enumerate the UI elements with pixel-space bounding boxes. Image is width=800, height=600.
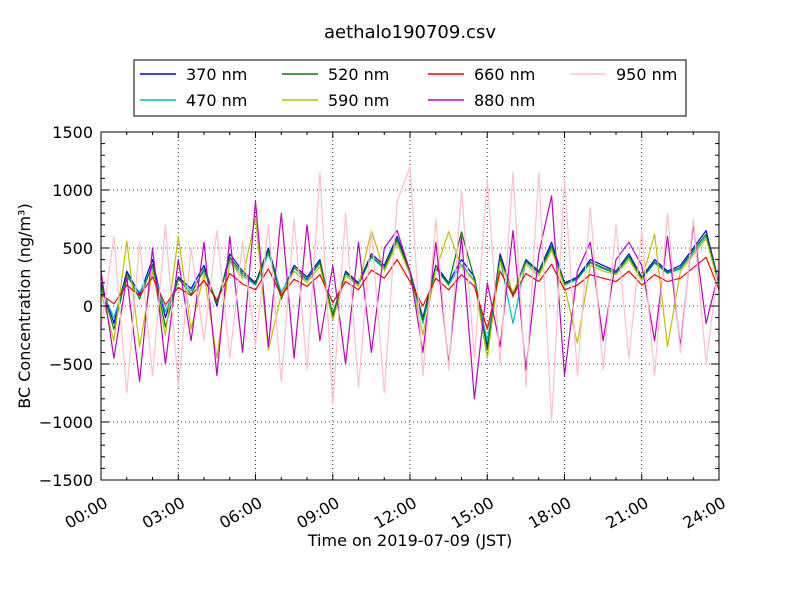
legend-label: 660 nm (474, 65, 535, 84)
x-tick-label: 03:00 (139, 493, 188, 533)
y-tick-label: 0 (83, 297, 93, 316)
x-tick-label: 06:00 (216, 493, 265, 533)
ticks (100, 131, 720, 481)
legend-label: 370 nm (186, 65, 247, 84)
x-tick-label: 18:00 (525, 493, 574, 533)
x-axis-label: Time on 2019-07-09 (JST) (307, 531, 512, 550)
x-tick-labels: 00:00 03:00 06:00 09:00 12:00 15:00 18:00 21:00… (62, 493, 729, 533)
x-tick-label: 21:00 (602, 493, 651, 533)
legend: 370 nm 470 nm 520 nm 590 nm 660 nm 880 nm 950 … (133, 59, 687, 117)
legend-box (133, 59, 687, 117)
x-tick-label: 15:00 (448, 493, 497, 533)
legend-label: 880 nm (474, 91, 535, 110)
x-tick-label: 09:00 (293, 493, 342, 533)
x-tick-label: 00:00 (62, 493, 111, 533)
grid (101, 132, 719, 480)
y-tick-label: −500 (49, 355, 93, 374)
y-tick-label: 1000 (52, 181, 93, 200)
legend-label: 590 nm (328, 91, 389, 110)
y-tick-label: −1000 (39, 413, 93, 432)
x-tick-label: 12:00 (371, 493, 420, 533)
y-tick-labels: −1500 −1000 −500 0 500 1000 1500 (39, 123, 93, 490)
plot-area (101, 166, 719, 423)
y-tick-label: 1500 (52, 123, 93, 142)
y-axis-label: BC Concentration (ng/m³) (15, 203, 34, 408)
legend-label: 520 nm (328, 65, 389, 84)
x-tick-label: 24:00 (680, 493, 729, 533)
y-tick-label: −1500 (39, 471, 93, 490)
legend-label: 470 nm (186, 91, 247, 110)
series-line-950-nm (101, 166, 719, 423)
chart-title: aethalo190709.csv (324, 22, 496, 43)
legend-label: 950 nm (616, 65, 677, 84)
y-tick-label: 500 (62, 239, 93, 258)
series-line-880-nm (101, 195, 719, 400)
series-line-660-nm (101, 256, 719, 330)
